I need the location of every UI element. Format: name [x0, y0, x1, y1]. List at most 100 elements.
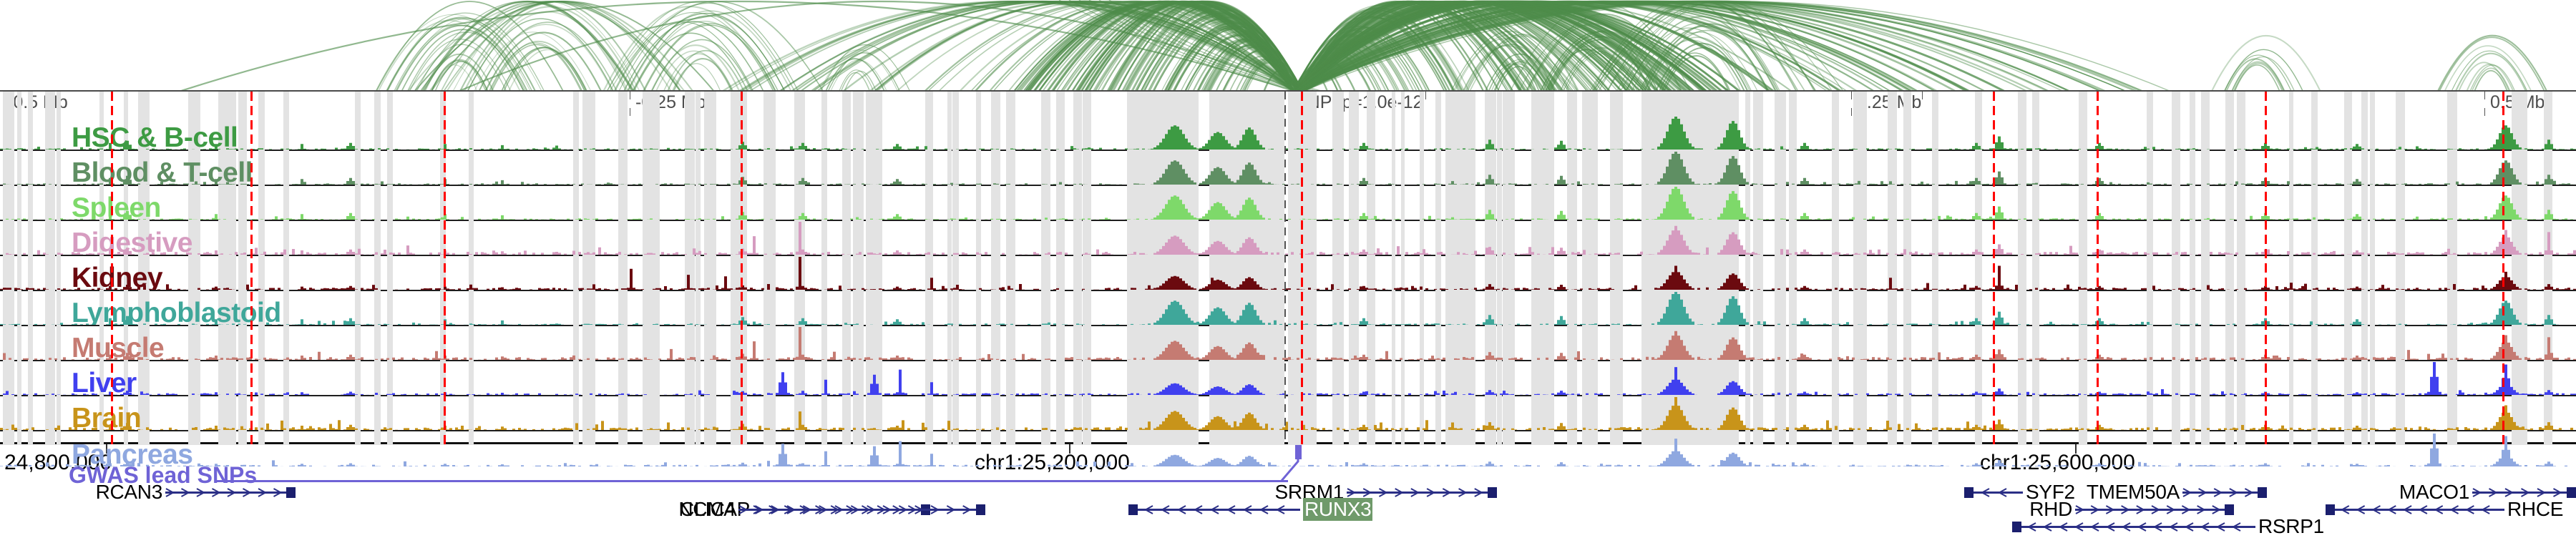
scale-tick [1289, 92, 1290, 99]
coordinate-tick [2075, 444, 2077, 454]
gene-label[interactable]: RHCE [2507, 498, 2564, 520]
gene-strand-arrows [2472, 485, 2576, 501]
scale-label: 0.5 Mb [2490, 92, 2545, 112]
signal-track-blood-t-cell[interactable]: Blood & T-cell [0, 151, 2576, 186]
gene-label[interactable]: RHD [2029, 498, 2072, 520]
gene-syf2[interactable]: SYF2 [1964, 481, 2075, 503]
signal-track-pancreas[interactable]: Pancreas [0, 431, 2576, 466]
scale-tick [2484, 92, 2485, 99]
gene-tmem50a[interactable]: TMEM50A [2087, 481, 2267, 503]
scale-ruler: -0.5 Mb -0.25 Mb SNP: p=1.0e-12 0.25 Mb 0.5 … [0, 92, 2576, 116]
signal-track-liver[interactable]: Liver [0, 361, 2576, 396]
gene-label[interactable]: NCMAP [678, 498, 750, 520]
gene-annotation-track[interactable]: RCAN3 SRRM1 SYF2 TMEM50A MACO1 NCMAP CLIC4 RUNX… [0, 481, 2576, 537]
gene-exon [976, 504, 985, 515]
gene-exon [2225, 504, 2234, 515]
gene-body [1964, 491, 2023, 494]
scale-tick [1922, 92, 1923, 99]
gene-strand-arrows [1128, 502, 1300, 518]
track-label: Spleen [72, 192, 161, 221]
signal-trace [0, 396, 2576, 430]
gene-exon [2567, 487, 2576, 498]
signal-trace [0, 326, 2576, 360]
gene-rsrp1[interactable]: RSRP1 [2012, 515, 2324, 537]
gene-maco1[interactable]: MACO1 [2399, 481, 2576, 503]
coordinate-label: chr1:25,200,000 [975, 451, 1130, 474]
gene-body [2472, 491, 2576, 494]
signal-track-muscle[interactable]: Muscle [0, 326, 2576, 361]
track-label: Lymphoblastoid [72, 298, 281, 326]
gene-label[interactable]: CLIC4 [680, 498, 736, 520]
scale-tick [1425, 92, 1426, 99]
gene-body [738, 509, 985, 511]
gene-label[interactable]: RCAN3 [95, 481, 163, 503]
scale-tick [1851, 92, 1852, 99]
signal-track-spleen[interactable]: Spleen [0, 186, 2576, 221]
gene-rhd[interactable]: RHD [2029, 498, 2234, 520]
gene-runx3[interactable]: RUNX3 [1128, 498, 1373, 521]
signal-trace [0, 432, 2576, 466]
gene-label[interactable]: MACO1 [2399, 481, 2469, 503]
gene-exon [1964, 487, 1974, 498]
gene-strand-arrows [738, 502, 985, 518]
signal-trace [0, 151, 2576, 185]
signal-track-hsc-b-cell[interactable]: HSC & B-cell [0, 116, 2576, 151]
gene-exon [2012, 522, 2021, 532]
chromatin-loop-arcs [0, 0, 2576, 92]
track-label: Brain [72, 403, 142, 431]
scale-tick [2546, 92, 2547, 99]
coordinate-axis: 24,800,000 chr1:25,200,000 chr1:25,600,000 [0, 442, 2576, 474]
signal-track-digestive[interactable]: Digestive [0, 221, 2576, 256]
gene-body [165, 491, 296, 494]
coordinate-tick [1069, 444, 1070, 454]
gene-label[interactable]: RSRP1 [2258, 515, 2324, 537]
track-label: Muscle [72, 333, 165, 361]
gene-label[interactable]: TMEM50A [2086, 481, 2180, 503]
scale-tick [1851, 108, 1852, 116]
scale-label: 0.25 Mb [1857, 92, 1922, 112]
gene-body [2182, 491, 2267, 494]
gene-strand-arrows [165, 485, 296, 501]
gene-clic4[interactable]: CLIC4 [680, 498, 985, 520]
track-label: Liver [72, 368, 137, 396]
gene-label[interactable]: SYF2 [2026, 481, 2075, 503]
gene-rcan3[interactable]: RCAN3 [96, 481, 296, 503]
gene-body [2326, 509, 2504, 511]
track-label: Digestive [72, 228, 192, 256]
gene-exon [1128, 504, 1138, 515]
signal-trace [0, 186, 2576, 220]
gwas-lead-snp-marker[interactable] [1295, 444, 1302, 459]
gene-strand-arrows [2326, 502, 2504, 518]
signal-trace [0, 291, 2576, 325]
gene-exon [2326, 504, 2335, 515]
gene-exon [2258, 487, 2267, 498]
signal-trace [0, 221, 2576, 255]
gene-rhce[interactable]: RHCE [2326, 498, 2563, 520]
gene-strand-arrows [2182, 485, 2267, 501]
gwas-span-line [215, 480, 1288, 482]
coordinate-tick [106, 444, 107, 454]
signal-track-brain[interactable]: Brain [0, 396, 2576, 431]
signal-trace [0, 361, 2576, 395]
scale-tick [710, 92, 711, 99]
signal-trace [0, 256, 2576, 290]
signal-track-kidney[interactable]: Kidney [0, 256, 2576, 291]
gene-body [1347, 491, 1497, 494]
scale-label: SNP: p=1.0e-12 [1295, 92, 1423, 112]
signal-track-lymphoblastoid[interactable]: Lymphoblastoid [0, 291, 2576, 326]
gene-strand-arrows [2075, 502, 2234, 518]
scale-tick [2484, 108, 2485, 116]
gene-label[interactable]: RUNX3 [1303, 498, 1373, 521]
coordinate-label: chr1:25,600,000 [1980, 451, 2135, 474]
signal-panel: HSC & B-cell Blood & T-cell Spleen Digestiv… [0, 90, 2576, 466]
gene-exon [1488, 487, 1497, 498]
gene-body [2012, 526, 2255, 528]
gene-strand-arrows [1347, 485, 1497, 501]
gene-body [1128, 509, 1300, 511]
scale-label: -0.25 Mb [635, 92, 706, 112]
scale-tick [1289, 108, 1290, 116]
gene-exon [286, 487, 296, 498]
track-label: Kidney [72, 263, 163, 291]
gwas-lead-snps-track[interactable]: GWAS lead SNPs [0, 444, 2576, 491]
